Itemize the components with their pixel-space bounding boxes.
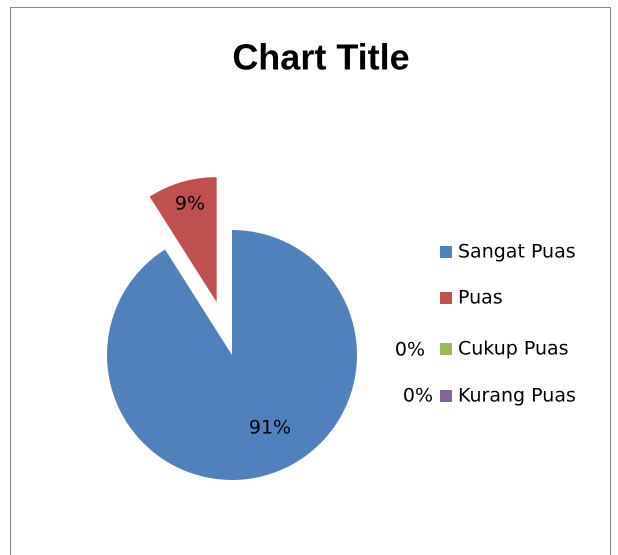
pie-slice	[106, 230, 358, 480]
data-label: 91%	[249, 417, 291, 439]
legend-swatch	[440, 343, 452, 355]
data-label: 0%	[403, 385, 433, 407]
legend-label: Sangat Puas	[458, 241, 576, 263]
legend-swatch	[440, 292, 452, 304]
data-label: 9%	[175, 193, 205, 215]
legend-label: Puas	[458, 287, 503, 309]
legend-label: Cukup Puas	[458, 338, 569, 360]
legend-swatch	[440, 246, 452, 258]
chart-title: Chart Title	[232, 37, 409, 78]
pie-slice	[149, 177, 217, 303]
data-label: 0%	[395, 339, 425, 361]
legend-label: Kurang Puas	[458, 385, 576, 407]
legend-swatch	[440, 390, 452, 402]
